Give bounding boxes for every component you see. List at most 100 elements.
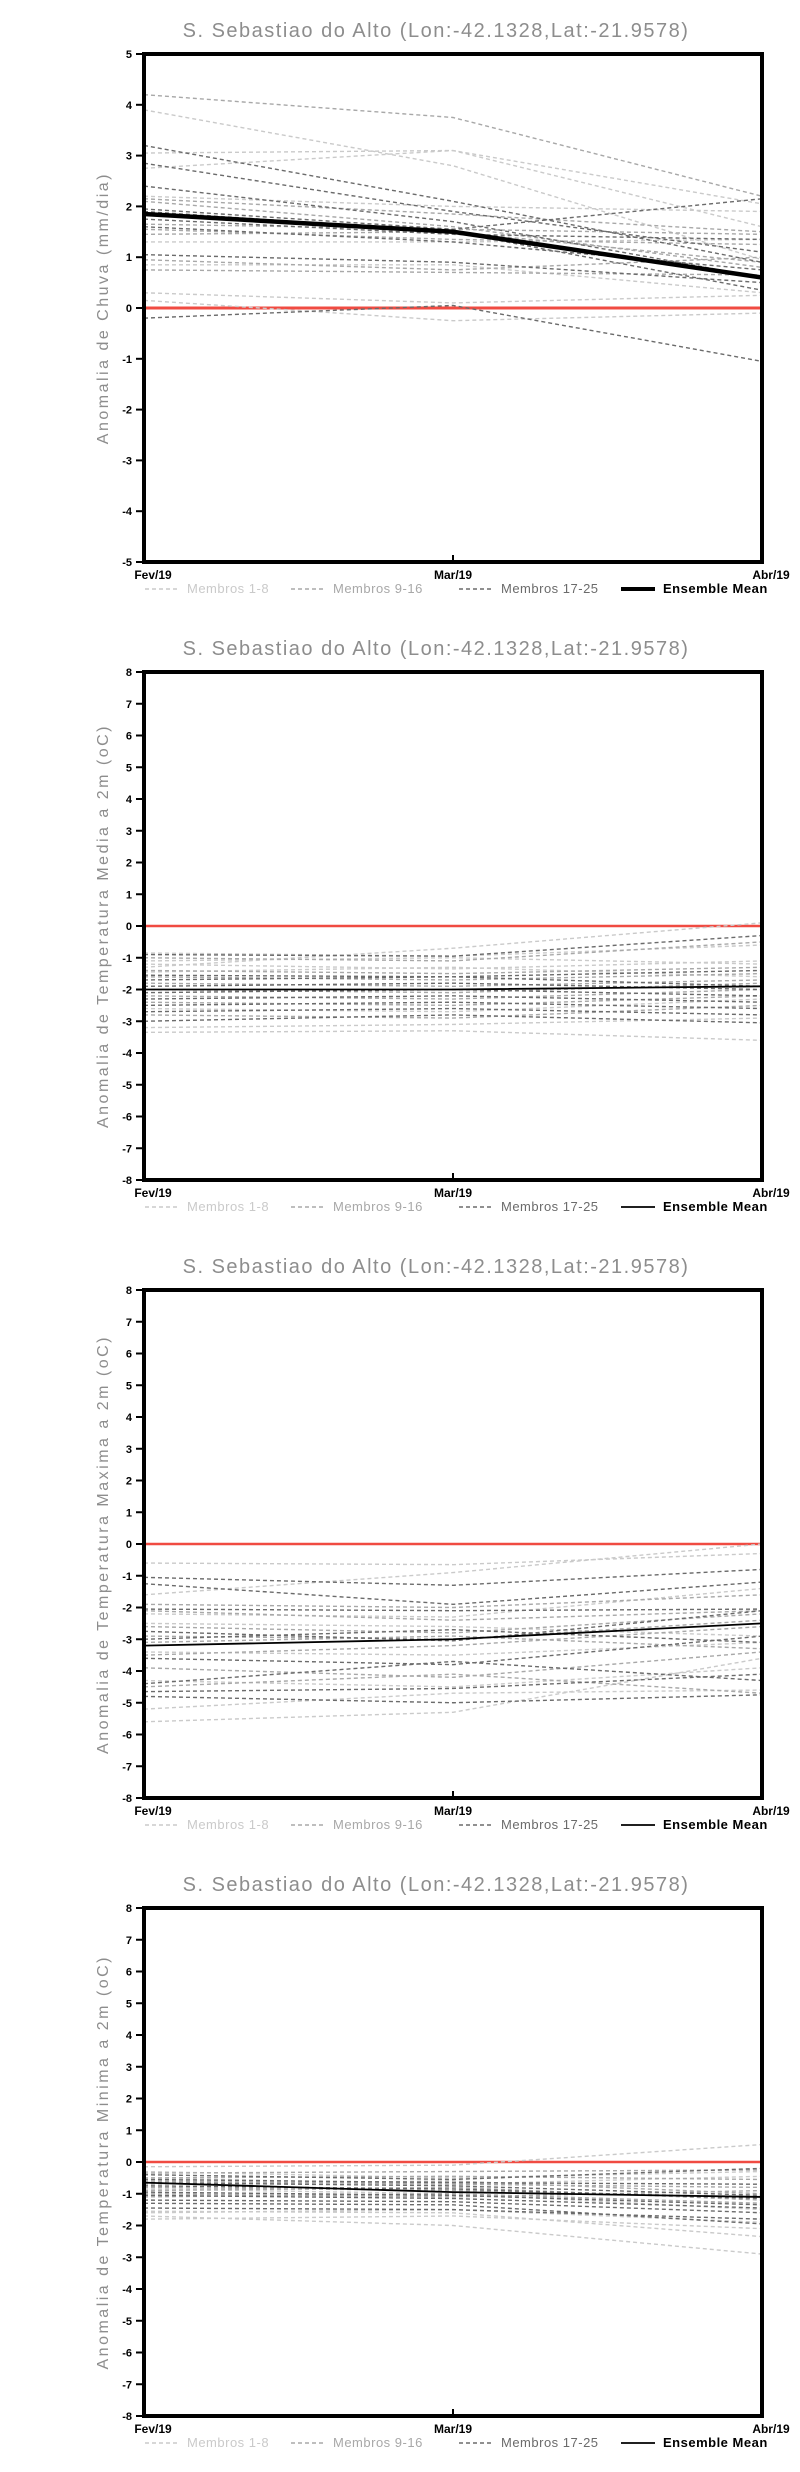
member-line [144, 264, 762, 294]
y-tick-label: 3 [126, 1444, 132, 1456]
member-line [144, 1694, 762, 1704]
legend-item-membros-17-25: Membros 17-25 [458, 2436, 599, 2450]
dashed-line-swatch-icon [459, 1206, 493, 1208]
y-tick-label: 7 [126, 1935, 132, 1947]
x-tick-label: Abr/19 [752, 1804, 790, 1818]
x-tick-label: Fev/19 [134, 1186, 172, 1200]
y-tick-label: 2 [126, 2094, 132, 2106]
member-line [144, 1689, 762, 1710]
y-tick-label: 8 [126, 667, 132, 679]
member-line [144, 195, 762, 213]
member-line [144, 200, 762, 269]
y-tick-label: -8 [122, 1793, 132, 1805]
legend-item-membros-17-25: Membros 17-25 [458, 1818, 599, 1832]
member-line [144, 1635, 762, 1650]
plot-svg-chuva: -5 -4 -3 -2 -1 0 1 2 3 4 5 Fev/19 Mar/19 Abr/19 [122, 49, 790, 582]
y-tick-label: -2 [122, 405, 132, 417]
legend: Membros 1-8 Membros 9-16 Membros 17-25 E… [0, 1200, 800, 1218]
x-tick-label: Fev/19 [134, 1804, 172, 1818]
y-tick-label: 2 [126, 1476, 132, 1488]
x-tick-label: Abr/19 [752, 568, 790, 582]
dashed-line-swatch-icon [291, 1206, 325, 1208]
legend-item-membros-9-16: Membros 9-16 [290, 2436, 423, 2450]
x-tick-label: Abr/19 [752, 1186, 790, 1200]
member-line [144, 198, 762, 230]
y-tick-label: 3 [126, 826, 132, 838]
member-line [144, 269, 762, 276]
member-line [144, 1673, 762, 1693]
y-tick-label: 4 [126, 794, 133, 806]
member-line [144, 2215, 762, 2230]
member-line [144, 976, 762, 988]
member-line [144, 1030, 762, 1041]
member-line [144, 256, 762, 271]
member-line [144, 1568, 762, 1586]
member-line [144, 979, 762, 988]
y-tick-label: 7 [126, 699, 132, 711]
y-tick-label: -2 [122, 2221, 132, 2233]
member-line [144, 1001, 762, 1010]
legend-item-ensemble-mean: Ensemble Mean [620, 2436, 768, 2450]
member-line [144, 2215, 762, 2255]
y-tick-label: -4 [122, 1048, 133, 1060]
y-tick-label: -1 [122, 354, 132, 366]
chart-section-temp-media: S. Sebastiao do Alto (Lon:-42.1328,Lat:-… [0, 618, 800, 1236]
member-line [144, 226, 762, 271]
y-tick-label: 5 [126, 1380, 132, 1392]
y-tick-label: 8 [126, 1285, 132, 1297]
member-line [144, 149, 762, 205]
member-line [144, 1594, 762, 1609]
legend-item-ensemble-mean: Ensemble Mean [620, 1818, 768, 1832]
member-line [144, 1587, 762, 1618]
chart-title: S. Sebastiao do Alto (Lon:-42.1328,Lat:-… [182, 20, 690, 42]
y-tick-label: 8 [126, 1903, 132, 1915]
member-line [144, 1609, 762, 1642]
legend-label: Ensemble Mean [663, 581, 768, 596]
plot-area [144, 93, 762, 363]
member-line [144, 2180, 762, 2189]
member-line [144, 966, 762, 975]
member-line [144, 1667, 762, 1688]
plot-area [144, 922, 762, 1041]
chart-title: S. Sebastiao do Alto (Lon:-42.1328,Lat:-… [182, 1256, 690, 1278]
solid-line-swatch-icon [621, 1824, 655, 1826]
legend-label: Ensemble Mean [663, 1199, 768, 1214]
legend-item-ensemble-mean: Ensemble Mean [620, 1200, 768, 1214]
legend: Membros 1-8 Membros 9-16 Membros 17-25 E… [0, 582, 800, 600]
member-line [144, 2143, 762, 2168]
x-tick-label: Mar/19 [434, 1186, 472, 1200]
member-line [144, 2202, 762, 2225]
member-line [144, 998, 762, 1013]
member-line [144, 198, 762, 233]
member-line [144, 941, 762, 962]
legend-item-membros-1-8: Membros 1-8 [144, 582, 269, 596]
legend-label: Ensemble Mean [663, 2435, 768, 2450]
dashed-line-swatch-icon [291, 2442, 325, 2444]
member-line [144, 2186, 762, 2201]
member-line [144, 1651, 762, 1679]
member-line [144, 1673, 762, 1694]
y-tick-label: -1 [122, 953, 132, 965]
legend-label: Membros 1-8 [187, 1199, 270, 1214]
y-tick-label: 6 [126, 731, 132, 743]
legend-label: Membros 9-16 [333, 581, 423, 596]
y-tick-label: -8 [122, 1175, 132, 1187]
legend-item-membros-1-8: Membros 1-8 [144, 1818, 269, 1832]
x-tick-label: Mar/19 [434, 1804, 472, 1818]
member-line [144, 1657, 762, 1723]
legend-label: Membros 17-25 [501, 2435, 599, 2450]
member-line [144, 2191, 762, 2206]
legend-label: Ensemble Mean [663, 1817, 768, 1832]
dashed-line-swatch-icon [291, 588, 325, 590]
y-tick-label: 1 [126, 1507, 132, 1519]
y-tick-label: 4 [126, 2030, 133, 2042]
legend-item-membros-17-25: Membros 17-25 [458, 582, 599, 596]
legend-label: Membros 17-25 [501, 581, 599, 596]
member-line [144, 299, 762, 322]
y-tick-label: -5 [122, 1080, 132, 1092]
member-line [144, 1581, 762, 1606]
member-line [144, 1014, 762, 1024]
member-line [144, 2181, 762, 2197]
y-tick-label: -7 [122, 2379, 132, 2391]
member-line [144, 2180, 762, 2195]
